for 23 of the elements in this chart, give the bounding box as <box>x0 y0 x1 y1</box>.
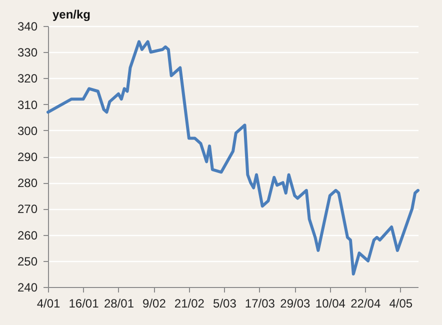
x-tick-label: 22/04 <box>350 296 381 310</box>
y-axis-title: yen/kg <box>52 8 91 22</box>
y-tick-label: 280 <box>17 176 38 190</box>
x-tick-label: 16/01 <box>68 296 100 310</box>
x-tick-label: 17/03 <box>244 296 276 310</box>
x-tick-label: 28/01 <box>104 296 134 310</box>
y-tick-label: 310 <box>17 98 38 112</box>
y-tick-label: 290 <box>17 150 38 164</box>
x-tick-label: 4/01 <box>36 296 60 310</box>
x-tick-label: 10/04 <box>315 296 346 310</box>
x-tick-label: 9/02 <box>142 296 166 310</box>
x-tick-label: 29/03 <box>280 296 311 310</box>
y-tick-label: 250 <box>17 254 38 268</box>
y-tick-label: 300 <box>17 124 38 138</box>
x-tick-label: 5/03 <box>213 296 237 310</box>
y-tick-label: 240 <box>17 280 38 294</box>
y-tick-label: 260 <box>17 228 38 242</box>
y-tick-label: 330 <box>17 46 38 60</box>
y-tick-label: 270 <box>17 202 38 216</box>
y-tick-label: 340 <box>17 20 38 34</box>
y-tick-label: 320 <box>17 72 38 86</box>
x-tick-label: 21/02 <box>174 296 205 310</box>
x-tick-label: 4/05 <box>389 296 413 310</box>
